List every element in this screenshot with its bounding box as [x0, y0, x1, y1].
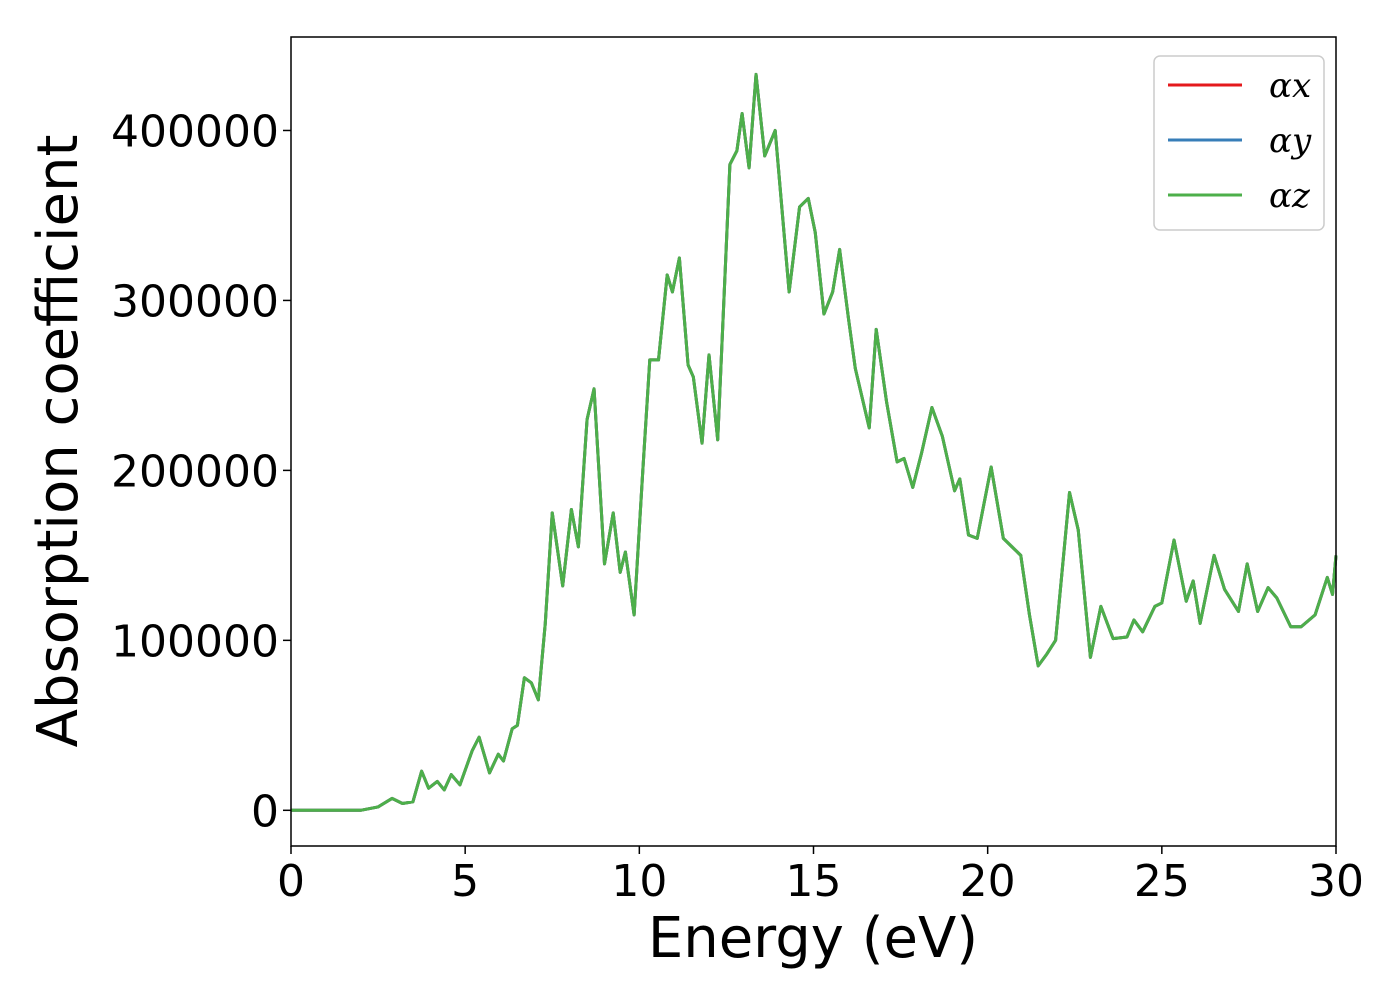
y-tick-label: 200000	[111, 446, 279, 497]
x-tick-label: 20	[960, 856, 1016, 907]
y-tick-label: 100000	[111, 616, 279, 667]
y-axis-label: Absorption coefficient	[26, 135, 91, 748]
x-axis-label: Energy (eV)	[648, 906, 978, 971]
plot-frame	[290, 36, 1337, 847]
legend-label: αz	[1269, 176, 1311, 216]
legend-label: αx	[1269, 66, 1311, 106]
x-tick-label: 0	[277, 856, 305, 907]
x-tick-label: 10	[611, 856, 667, 907]
x-tick-label: 15	[786, 856, 842, 907]
x-tick-label: 25	[1134, 856, 1190, 907]
y-tick-label: 300000	[111, 276, 279, 327]
y-tick-label: 400000	[111, 106, 279, 157]
x-tick-label: 30	[1308, 856, 1364, 907]
legend-label: αy	[1269, 121, 1312, 161]
x-tick-label: 5	[451, 856, 479, 907]
y-tick-label: 0	[251, 786, 279, 837]
data-line	[291, 72, 1338, 812]
legend-box	[1153, 55, 1325, 231]
